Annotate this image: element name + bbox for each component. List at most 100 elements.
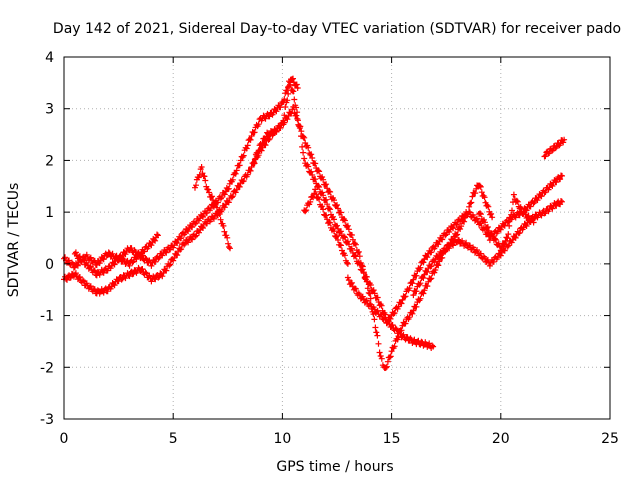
data-point — [281, 102, 284, 105]
x-axis-label: GPS time / hours — [276, 459, 393, 475]
data-point — [390, 324, 393, 328]
data-point — [296, 86, 299, 90]
x-tick-label: 10 — [273, 431, 291, 447]
data-point — [490, 216, 494, 219]
data-point — [272, 130, 275, 134]
data-point — [357, 252, 361, 255]
data-point — [313, 164, 317, 167]
data-point — [237, 164, 240, 167]
data-point — [206, 190, 210, 193]
data-point — [423, 288, 426, 291]
data-point — [512, 195, 516, 198]
data-point — [117, 278, 120, 281]
data-point — [434, 267, 437, 271]
data-point — [335, 236, 339, 240]
data-point — [289, 76, 293, 79]
data-point — [303, 210, 306, 214]
data-marker-path — [251, 75, 301, 166]
data-point — [521, 226, 524, 229]
data-point — [346, 278, 350, 281]
x-tick-label: 15 — [383, 431, 401, 447]
data-marker-path — [301, 186, 351, 267]
data-point — [477, 221, 481, 224]
data-point — [554, 179, 557, 183]
data-point — [193, 234, 197, 237]
data-marker-path — [410, 182, 496, 299]
data-point — [423, 273, 426, 276]
data-point — [375, 329, 378, 333]
data-point — [95, 291, 98, 294]
data-point — [401, 335, 404, 338]
data-point — [412, 293, 415, 297]
data-point — [521, 210, 524, 214]
data-point — [150, 262, 153, 266]
y-axis-label: SDTVAR / TECUs — [6, 183, 22, 298]
data-point — [313, 179, 317, 183]
data-point — [128, 247, 131, 250]
x-tick-label: 25 — [601, 431, 619, 447]
data-point — [161, 252, 164, 255]
data-point — [128, 262, 131, 266]
y-tick-label: 3 — [45, 102, 54, 118]
data-point — [200, 166, 203, 170]
data-point — [390, 314, 393, 317]
data-point — [84, 283, 88, 286]
axis-ticks — [63, 56, 611, 420]
data-point — [265, 133, 269, 136]
data-point — [390, 350, 393, 353]
data-series-track-9 — [476, 191, 537, 254]
data-point — [506, 236, 509, 240]
data-point — [455, 239, 459, 242]
data-point — [368, 293, 371, 297]
data-point — [222, 226, 225, 229]
data-point — [401, 324, 404, 328]
data-point — [431, 345, 435, 348]
data-point — [346, 241, 350, 245]
data-point — [182, 241, 186, 245]
data-marker-path — [192, 164, 233, 252]
data-point — [226, 200, 229, 203]
data-series-track-5 — [251, 75, 301, 166]
data-point — [445, 231, 448, 235]
data-point — [73, 252, 77, 255]
data-point — [379, 304, 382, 307]
y-tick-label: -1 — [40, 309, 54, 325]
data-point — [560, 174, 564, 178]
data-point — [477, 182, 481, 185]
y-tick-label: 2 — [45, 153, 54, 169]
data-point — [139, 252, 142, 255]
data-point — [368, 283, 371, 286]
data-point — [128, 273, 131, 276]
data-series-track-8 — [410, 182, 496, 299]
data-point — [423, 257, 426, 260]
data-point — [499, 226, 502, 229]
data-point — [556, 143, 559, 147]
data-point — [554, 203, 557, 206]
data-point — [73, 273, 77, 276]
data-point — [84, 262, 88, 266]
data-point — [259, 117, 262, 121]
data-point — [412, 278, 415, 281]
data-point — [215, 205, 219, 209]
data-point — [383, 368, 387, 372]
data-series-track-3 — [71, 231, 161, 279]
data-point — [182, 231, 186, 235]
data-point — [172, 257, 175, 260]
data-point — [510, 239, 513, 242]
plot-frame — [63, 56, 611, 420]
data-point — [84, 254, 88, 258]
data-point — [150, 241, 153, 245]
data-point — [532, 200, 535, 203]
data-point — [193, 221, 197, 224]
data-point — [95, 262, 98, 266]
data-point — [466, 210, 470, 214]
data-series-track-4 — [192, 164, 233, 252]
data-point — [488, 262, 492, 266]
data-point — [543, 190, 546, 193]
data-point — [335, 226, 339, 229]
x-tick-label: 0 — [60, 431, 69, 447]
data-point — [313, 190, 317, 193]
data-point — [270, 112, 273, 116]
data-point — [204, 210, 208, 214]
